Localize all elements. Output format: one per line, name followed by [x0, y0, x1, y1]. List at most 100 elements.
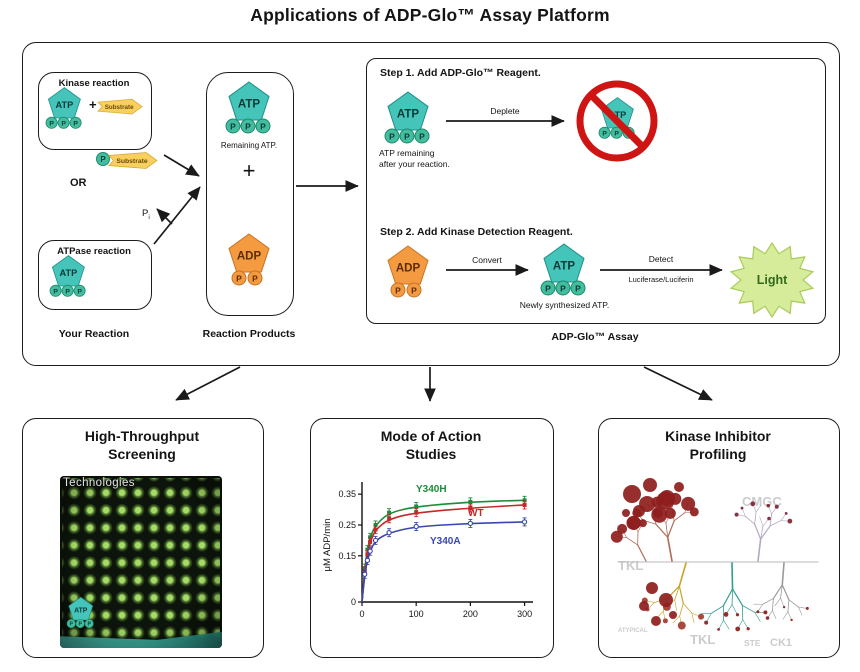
kinase-dot: [734, 512, 739, 517]
y-tick-label: 0.35: [338, 489, 356, 499]
kinase-dot: [662, 618, 668, 624]
phosphate-circle: [75, 619, 85, 629]
kinase-dot: [805, 606, 809, 610]
kinase-dot: [774, 504, 779, 509]
phosphate-circle: [231, 270, 247, 286]
kinome-label-ck1: CK1: [770, 637, 792, 649]
kinase-dot: [723, 612, 729, 617]
x-tick-label: 300: [517, 609, 532, 619]
phosphate-label: P: [419, 131, 425, 141]
nucleotide-pentagon: [228, 233, 270, 273]
phosphate-label: P: [389, 131, 395, 141]
series-label-WT: WT: [468, 508, 484, 519]
kinase-dot: [787, 518, 793, 524]
nucleotide-label: ADP: [237, 251, 262, 263]
y-axis-label: μM ADP/min: [322, 519, 333, 572]
nucleotide-label: ATP: [553, 261, 575, 273]
nucleotide-label: ADP: [396, 263, 421, 275]
phosphate-label: P: [230, 121, 236, 131]
kinase-dot: [651, 616, 661, 626]
kinase-dot: [756, 610, 760, 614]
phosphate-circle: [540, 280, 556, 296]
kinase-dot: [689, 507, 699, 517]
remaining-atp-label: Remaining ATP.: [220, 141, 278, 150]
phosphate-label: P: [411, 285, 417, 295]
pi-symbol: P: [142, 208, 149, 219]
atp-remaining-line2: after your reaction.: [379, 159, 450, 169]
phosphate-label: P: [73, 120, 78, 127]
phosphate-circle: [66, 619, 76, 629]
kinase-dot: [610, 530, 623, 543]
nucleotide-label: ATP: [397, 109, 419, 121]
kinome-label-ste: STE: [744, 638, 761, 648]
prohibition-sign: [576, 80, 658, 162]
phosphate-label: P: [602, 130, 607, 137]
atpase-reaction-label: ATPase reaction: [57, 246, 131, 257]
kinase-dot: [784, 512, 788, 515]
kinase-dot: [639, 601, 649, 611]
or-label: OR: [70, 177, 87, 189]
kinase-dot: [746, 627, 750, 631]
products-plus-sign: +: [242, 158, 256, 183]
moa-card: [310, 418, 554, 658]
phosphate-circle: [240, 118, 256, 134]
phosphate-circle: [69, 116, 82, 129]
kinome-label-tkl-bottom: TKL: [690, 632, 715, 647]
phosphate-circle: [73, 284, 86, 297]
kinase-reaction-label: Kinase reaction: [58, 78, 130, 89]
phosphate-label: P: [65, 288, 70, 295]
phosphate-label: P: [404, 131, 410, 141]
luciferase-label: Luciferase/Luciferin: [628, 275, 694, 284]
phosphate-circle: [384, 128, 400, 144]
phosphate-circle: [414, 128, 430, 144]
substrate-arrow: [108, 152, 158, 169]
phosphate-label: P: [53, 288, 58, 295]
kip-card: [598, 418, 840, 658]
kinase-dot: [735, 626, 741, 632]
deplete-label: Deplete: [490, 106, 520, 116]
y-tick-label: 0.15: [338, 551, 356, 561]
phosphate-label: P: [79, 622, 83, 628]
kinase-dot: [681, 496, 696, 511]
phosphate-label: P: [61, 120, 66, 127]
kinase-dot: [740, 506, 744, 510]
adp-molecule: ADP P P: [228, 233, 270, 286]
phosphate-label: P: [395, 285, 401, 295]
kinase-dot: [622, 509, 630, 517]
phosphate-label: P: [70, 622, 74, 628]
kinome-label-tkl-left: TKL: [618, 558, 643, 573]
x-tick-label: 100: [409, 609, 424, 619]
phosphate-label: P: [252, 273, 258, 283]
phosphate-circle: [45, 116, 58, 129]
reaction-products-label: Reaction Products: [202, 328, 296, 340]
pi-subscript: i: [148, 213, 150, 221]
phosphate-circle: [390, 282, 406, 298]
your-reaction-label: Your Reaction: [58, 328, 130, 340]
kinase-dot: [659, 593, 673, 607]
kinase-dot: [674, 482, 684, 492]
pi-label: Pi: [142, 208, 150, 221]
phosphate-label: P: [545, 283, 551, 293]
kinase-dot: [766, 503, 771, 508]
kinome-tree-image: CMGC TKL ATYPICAL TKL STE CK1: [610, 478, 819, 649]
kinase-dot: [750, 501, 756, 507]
kinase-dot: [617, 523, 628, 534]
phosphate-circle: [225, 118, 241, 134]
kinase-dot: [646, 582, 658, 594]
nucleotide-label: ATP: [238, 99, 260, 111]
series-line-Y340H: [361, 499, 525, 603]
nucleotide-label: ATP: [56, 100, 74, 110]
kinase-dot: [653, 508, 663, 518]
phosphate-circle: [49, 284, 62, 297]
phosphate-circle: [555, 280, 571, 296]
kinase-dot: [704, 620, 709, 625]
kinome-label-atypical: ATYPICAL: [618, 628, 648, 634]
kinase-dot: [626, 515, 641, 530]
kinase-dot: [782, 605, 786, 609]
kinase-dot: [763, 610, 768, 615]
phosphate-label: P: [100, 155, 106, 164]
nucleotide-label: ATP: [74, 607, 88, 614]
